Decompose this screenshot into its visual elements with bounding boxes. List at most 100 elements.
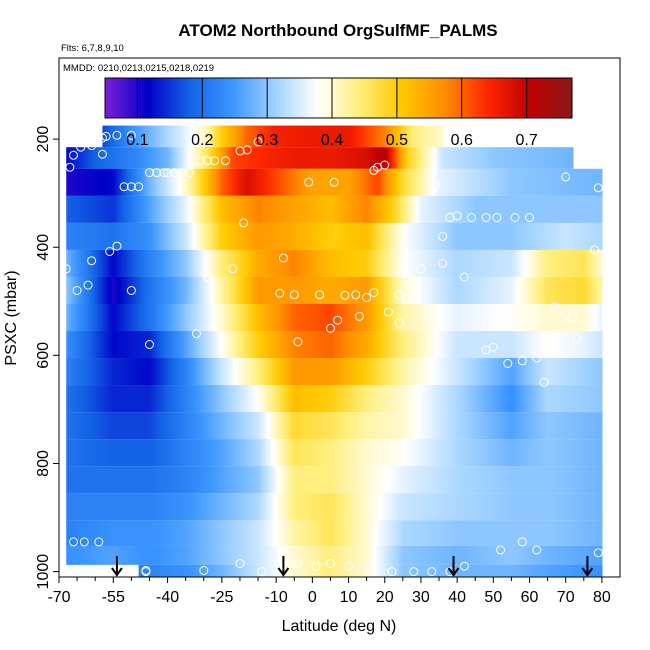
heatmap-cell bbox=[259, 222, 263, 250]
heatmap-cell bbox=[71, 466, 75, 494]
heatmap-cell bbox=[125, 545, 129, 565]
heatmap-cell bbox=[572, 412, 576, 440]
heatmap-cell bbox=[477, 222, 480, 250]
heatmap-cell bbox=[308, 545, 312, 565]
heatmap-cell bbox=[397, 222, 400, 250]
heatmap-cell bbox=[411, 545, 415, 565]
heatmap-cell bbox=[297, 466, 301, 494]
heatmap-cell bbox=[451, 412, 455, 440]
heatmap-cell bbox=[109, 439, 113, 467]
heatmap-cell bbox=[297, 168, 301, 196]
heatmap-cell bbox=[444, 493, 447, 521]
heatmap-cell bbox=[205, 222, 208, 250]
heatmap-cell bbox=[431, 385, 435, 413]
heatmap-cell bbox=[212, 564, 216, 577]
heatmap-cell bbox=[587, 520, 590, 546]
heatmap-cell bbox=[312, 466, 315, 494]
heatmap-cell bbox=[591, 385, 594, 413]
heatmap-cell bbox=[97, 439, 100, 467]
heatmap-cell bbox=[303, 147, 306, 169]
heatmap-cell bbox=[223, 385, 227, 413]
heatmap-cell bbox=[444, 520, 447, 546]
heatmap-cell bbox=[129, 385, 132, 413]
heatmap-cell bbox=[428, 249, 431, 277]
heatmap-cell bbox=[73, 466, 76, 494]
heatmap-cell bbox=[93, 358, 96, 386]
heatmap-cell bbox=[554, 222, 558, 250]
heatmap-cell bbox=[600, 195, 603, 223]
heatmap-cell bbox=[218, 439, 221, 467]
heatmap-cell bbox=[68, 439, 71, 467]
heatmap-cell bbox=[475, 147, 478, 169]
heatmap-cell bbox=[221, 276, 225, 304]
heatmap-cell bbox=[424, 493, 427, 521]
heatmap-cell bbox=[163, 545, 167, 565]
heatmap-cell bbox=[294, 249, 297, 277]
heatmap-cell bbox=[379, 412, 382, 440]
heatmap-cell bbox=[429, 276, 433, 304]
heatmap-cell bbox=[364, 303, 368, 332]
heatmap-cell bbox=[297, 195, 301, 223]
heatmap-cell bbox=[276, 466, 279, 494]
heatmap-cell bbox=[135, 125, 138, 148]
heatmap-cell bbox=[185, 439, 189, 467]
heatmap-cell bbox=[68, 412, 71, 440]
heatmap-cell bbox=[167, 412, 170, 440]
heatmap-cell bbox=[239, 168, 243, 196]
heatmap-cell bbox=[201, 493, 205, 521]
heatmap-cell bbox=[241, 147, 245, 169]
heatmap-cell bbox=[194, 303, 198, 332]
heatmap-cell bbox=[444, 331, 447, 359]
heatmap-cell bbox=[332, 520, 335, 546]
heatmap-cell bbox=[592, 195, 596, 223]
heatmap-cell bbox=[484, 195, 487, 223]
heatmap-cell bbox=[270, 493, 274, 521]
heatmap-cell bbox=[417, 493, 420, 521]
heatmap-cell bbox=[525, 168, 529, 196]
heatmap-cell bbox=[165, 249, 169, 277]
heatmap-cell bbox=[582, 385, 585, 413]
heatmap-cell bbox=[516, 276, 520, 304]
heatmap-cell bbox=[211, 412, 214, 440]
heatmap-cell bbox=[182, 545, 185, 565]
heatmap-cell bbox=[136, 439, 140, 467]
heatmap-cell bbox=[174, 147, 178, 169]
heatmap-cell bbox=[162, 545, 165, 565]
heatmap-cell bbox=[176, 412, 180, 440]
heatmap-cell bbox=[496, 545, 500, 565]
heatmap-cell bbox=[558, 385, 561, 413]
heatmap-cell bbox=[252, 385, 256, 413]
heatmap-cell bbox=[339, 195, 342, 223]
heatmap-cell bbox=[504, 439, 507, 467]
heatmap-cell bbox=[390, 303, 393, 332]
heatmap-cell bbox=[183, 545, 187, 565]
heatmap-cell bbox=[174, 331, 178, 359]
heatmap-cell bbox=[563, 439, 567, 467]
heatmap-cell bbox=[185, 331, 189, 359]
heatmap-cell bbox=[220, 564, 223, 577]
heatmap-cell bbox=[422, 249, 426, 277]
heatmap-cell bbox=[203, 331, 207, 359]
heatmap-cell bbox=[448, 412, 451, 440]
heatmap-cell bbox=[368, 358, 371, 386]
heatmap-cell bbox=[391, 125, 395, 148]
heatmap-cell bbox=[86, 466, 89, 494]
heatmap-cell bbox=[287, 125, 290, 148]
heatmap-cell bbox=[410, 125, 413, 148]
heatmap-cell bbox=[475, 412, 478, 440]
heatmap-cell bbox=[411, 412, 415, 440]
heatmap-cell bbox=[303, 545, 306, 565]
heatmap-cell bbox=[125, 331, 129, 359]
heatmap-cell bbox=[241, 358, 245, 386]
heatmap-cell bbox=[516, 222, 520, 250]
heatmap-cell bbox=[471, 493, 475, 521]
heatmap-cell bbox=[196, 520, 199, 546]
heatmap-cell bbox=[350, 358, 353, 386]
heatmap-cell bbox=[435, 412, 438, 440]
heatmap-cell bbox=[538, 520, 541, 546]
heatmap-cell bbox=[259, 358, 263, 386]
heatmap-cell bbox=[496, 439, 500, 467]
heatmap-cell bbox=[225, 439, 228, 467]
heatmap-cell bbox=[547, 331, 551, 359]
heatmap-cell bbox=[89, 520, 93, 546]
